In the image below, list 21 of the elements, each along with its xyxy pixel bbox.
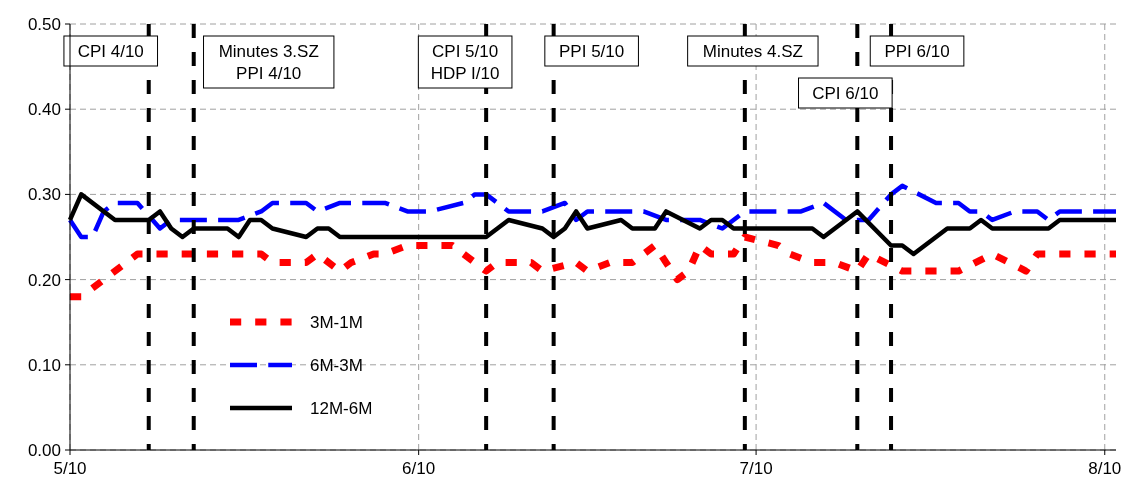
y-tick-label: 0.30 [27,185,61,205]
line-series [67,183,1119,240]
ref-line-label: CPI 4/10 [77,42,144,61]
ref-line-label: CPI 5/10 HDP I/10 [430,42,500,83]
y-tick-label: 0.00 [27,440,61,460]
x-tick-label: 5/10 [53,459,87,478]
y-tick-label: 0.40 [27,100,61,120]
legend-label: 3M-1M [310,312,363,332]
x-tick-label: 8/10 [1088,459,1122,478]
y-tick-label: 0.20 [27,270,61,290]
ref-line-label: Minutes 3.SZ PPI 4/10 [218,42,319,83]
x-tick-label: 6/10 [402,459,436,478]
legend-label: 6M-3M [310,355,363,375]
x-tick-label: 7/10 [739,459,773,478]
ref-line-label: PPI 5/10 [559,42,625,61]
ref-line-label: Minutes 4.SZ [702,42,803,61]
y-tick-label: 0.50 [27,14,61,34]
ref-line-label: CPI 6/10 [812,84,879,103]
legend-label: 12M-6M [310,398,373,418]
y-tick-label: 0.10 [27,355,61,375]
ref-line-label: PPI 6/10 [884,42,950,61]
